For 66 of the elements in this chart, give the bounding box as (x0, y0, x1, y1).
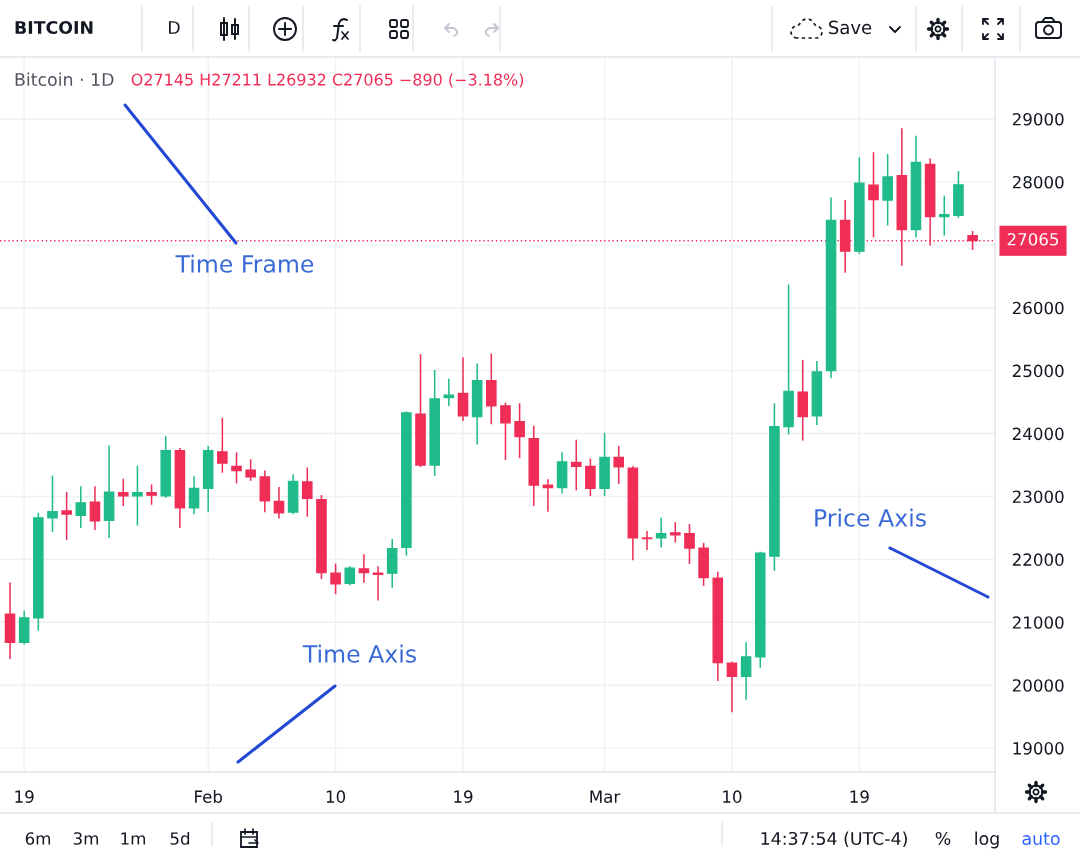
text: 3m (73, 832, 98, 845)
candlestick (740, 642, 752, 700)
x-tick-label: 19 (454, 790, 473, 803)
y-tick-label: 22000 (1012, 553, 1064, 566)
x-tick-label: Feb (195, 790, 223, 803)
y-tick-label: 21000 (1012, 616, 1064, 629)
candlestick (882, 154, 893, 226)
y-tick-label: 26000 (1012, 301, 1064, 315)
candlestick (117, 478, 129, 507)
candlestick (259, 470, 271, 513)
x-tick-label: 10 (723, 790, 742, 803)
text: 1m (121, 832, 145, 845)
candlestick (273, 486, 285, 519)
annotation: Price Axis (815, 508, 926, 527)
annotation: Time Frame (175, 254, 314, 273)
y-tick-label: 24000 (1012, 427, 1064, 441)
candlestick (75, 486, 87, 529)
text: log (975, 831, 999, 849)
candlestick (301, 467, 313, 517)
candlestick (641, 530, 653, 551)
candlestick (938, 195, 950, 236)
candlestick (330, 563, 341, 595)
y-tick-label: 25000 (1012, 364, 1064, 378)
x-tick-label: 10 (326, 790, 346, 803)
candlestick (245, 459, 256, 481)
text: D (169, 21, 180, 34)
text: 6m (25, 832, 50, 845)
text: Bitcoin · 1D (15, 72, 114, 87)
y-tick-label: 20000 (1012, 679, 1064, 692)
candlestick (570, 439, 582, 491)
y-tick-label: 29000 (1012, 112, 1064, 126)
text: BITCOIN (15, 20, 93, 35)
candlestick (670, 522, 681, 543)
candlestick (542, 479, 554, 512)
x-tick-label: 19 (850, 790, 869, 803)
y-tick-label: 28000 (1012, 175, 1064, 189)
candlestick (146, 484, 157, 505)
candlestick (231, 452, 242, 484)
candlestick (132, 465, 143, 526)
text: 14:37:54 (UTC-4) (761, 831, 907, 848)
x-tick-label: Mar (590, 790, 621, 803)
text: Save (829, 20, 872, 35)
ref-line-label: 27065 (1007, 232, 1059, 246)
candlestick (684, 524, 695, 564)
candlestick (585, 458, 596, 496)
candlestick (655, 517, 667, 548)
candlestick (500, 402, 511, 461)
candlestick (514, 403, 525, 459)
candlestick (868, 152, 879, 238)
candlestick (217, 417, 228, 473)
candlestick (613, 446, 625, 485)
candlestick (61, 491, 72, 541)
x-tick-label: 19 (15, 790, 34, 803)
y-tick-label: 19000 (1013, 742, 1064, 755)
y-tick-label: 23000 (1012, 490, 1064, 504)
candlestick (47, 475, 58, 532)
text: 5d (170, 831, 190, 845)
annotation: Time Axis (302, 644, 416, 663)
text: % (935, 831, 951, 846)
text: O27145 H27211 L26932 C27065 −890 (−3.18%) (131, 73, 524, 88)
candlestick (188, 476, 200, 515)
text: auto (1022, 832, 1060, 846)
candlestick (358, 554, 370, 583)
candlestick (89, 486, 101, 530)
candlestick (457, 357, 469, 422)
candlestick (726, 661, 738, 713)
